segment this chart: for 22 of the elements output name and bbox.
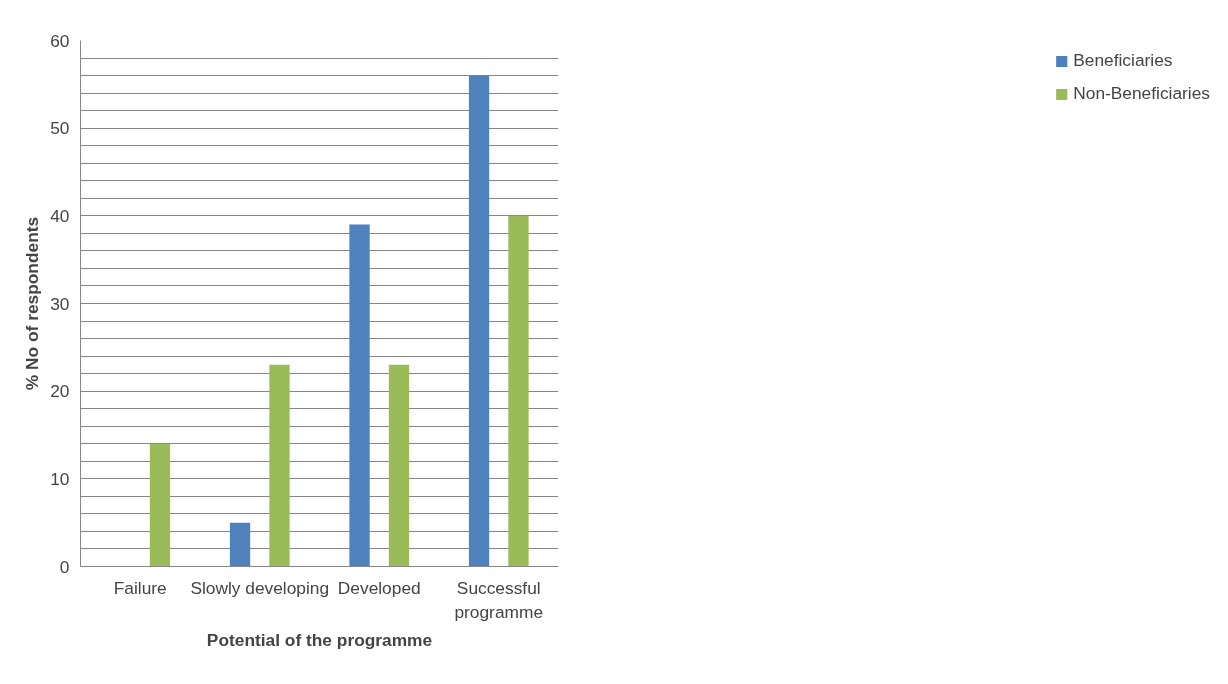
y-axis-title: % No of respondents [22, 216, 43, 391]
bar [508, 215, 529, 567]
x-tick-label: Developed [337, 577, 421, 598]
x-tick-label: Failure [113, 577, 167, 598]
y-tick-label: 30 [50, 293, 70, 314]
bar [468, 75, 490, 567]
y-tick-label: 0 [59, 556, 70, 577]
y-tick-label: 60 [50, 30, 70, 51]
y-tick-label: 40 [50, 205, 70, 226]
y-tick-label: 20 [50, 381, 70, 402]
y-tick-label: 50 [50, 118, 70, 139]
bar [388, 364, 410, 567]
legend-label: Non-Beneficiaries [1073, 83, 1210, 104]
bar [269, 364, 290, 567]
legend-label: Beneficiaries [1073, 50, 1173, 71]
bar [149, 443, 171, 567]
bar [349, 224, 370, 567]
x-axis-title: Potential of the programme [206, 629, 433, 650]
x-tick-label: Slowly developing [190, 577, 330, 598]
x-tick-label: Successful programme [454, 577, 544, 622]
bar [229, 522, 251, 567]
y-tick-label: 10 [50, 468, 70, 489]
